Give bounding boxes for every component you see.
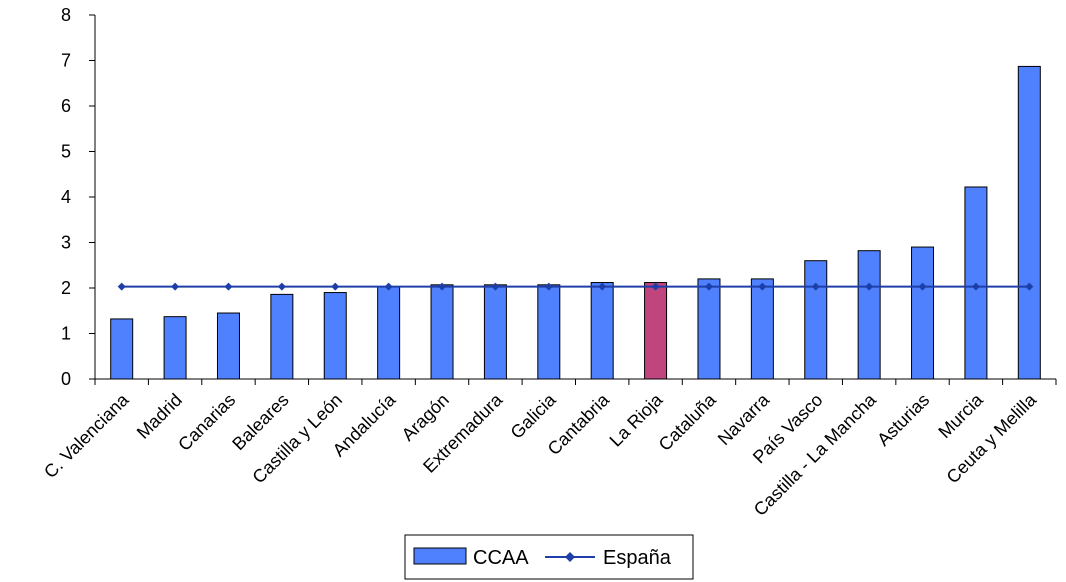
bar-cantabria [590, 282, 614, 380]
x-tick-label: Asturias [873, 390, 933, 450]
bar-canarias [216, 312, 240, 380]
bar-ceuta-y-melilla [1017, 65, 1041, 380]
y-tick-label: 8 [61, 5, 71, 25]
espana-marker [224, 282, 233, 291]
espana-marker [918, 282, 927, 291]
line-series [117, 282, 1034, 291]
y-tick-label: 0 [61, 369, 71, 389]
x-tick-labels: C. Valenciana MadridCanariasBalearesCasti… [40, 389, 1041, 520]
y-tick-label: 4 [61, 187, 71, 207]
espana-marker [865, 282, 874, 291]
y-tick-label: 5 [61, 142, 71, 162]
espana-marker [491, 282, 500, 291]
y-axis: 0 1 2 3 4 5 6 7 8 [61, 5, 96, 389]
x-tick-label: C. Valenciana [40, 389, 133, 482]
espana-marker [277, 282, 286, 291]
legend-line-label: España [603, 547, 672, 569]
bar-pa-s-vasco [804, 260, 828, 380]
x-tick-label: Cataluña [655, 389, 721, 455]
x-tick-label: Murcia [934, 389, 987, 442]
espana-marker [171, 282, 180, 291]
espana-marker [704, 282, 713, 291]
bar-castilla-y-le-n [323, 292, 347, 380]
y-tick-label: 6 [61, 96, 71, 116]
x-tick-label: Madrid [133, 390, 186, 443]
bar-baleares [270, 293, 294, 380]
x-tick-label: Canarias [174, 390, 239, 455]
bar-galicia [537, 284, 561, 380]
legend-line-marker [565, 552, 575, 562]
bar-series [110, 65, 1041, 380]
legend: CCAA España [404, 534, 694, 580]
y-tick-label: 1 [61, 324, 71, 344]
espana-marker [811, 282, 820, 291]
legend-bar-swatch [413, 547, 467, 565]
espana-marker [331, 282, 340, 291]
y-tick-label: 7 [61, 51, 71, 71]
espana-marker [758, 282, 767, 291]
bar-navarra [750, 278, 774, 380]
bar-extremadura [483, 284, 507, 380]
espana-marker [598, 282, 607, 291]
espana-marker [384, 282, 393, 291]
bar-catalu-a [697, 278, 721, 380]
espana-marker [438, 282, 447, 291]
espana-marker [651, 282, 660, 291]
bar-c-valenciana [110, 318, 134, 380]
bar-madrid [163, 316, 187, 380]
bar-castilla-la-mancha [857, 250, 881, 380]
bar-la-rioja [644, 282, 668, 380]
espana-marker [117, 282, 126, 291]
y-tick-label: 3 [61, 233, 71, 253]
bar-arag-n [430, 284, 454, 380]
x-tick-label: Galicia [507, 389, 561, 443]
bar-asturias [911, 246, 935, 380]
legend-bar-label: CCAA [473, 547, 529, 569]
espana-marker [971, 282, 980, 291]
x-axis [94, 378, 1057, 385]
espana-marker [544, 282, 553, 291]
espana-marker [1025, 282, 1034, 291]
y-tick-label: 2 [61, 278, 71, 298]
bar-andaluc-a [377, 286, 401, 380]
